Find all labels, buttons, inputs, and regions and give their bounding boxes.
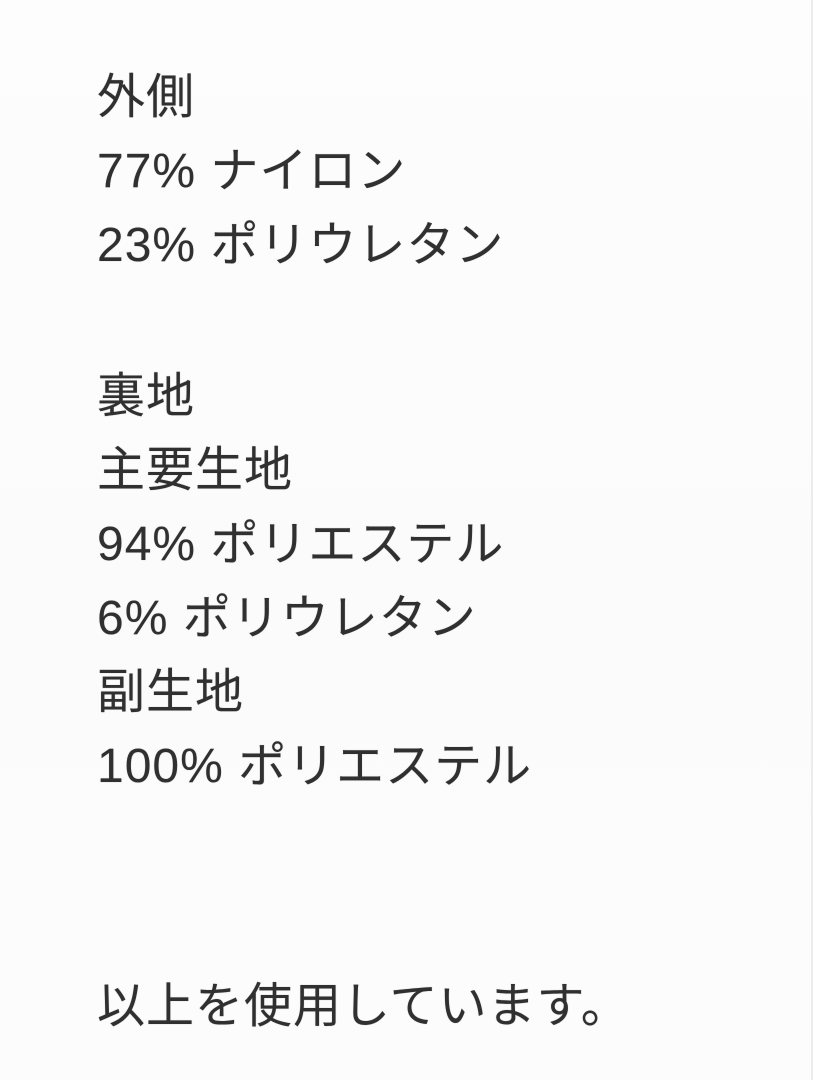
outer-shell-section: 外側 77% ナイロン 23% ポリウレタン (97, 61, 781, 283)
lining-section: 裏地 主要生地 94% ポリエステル 6% ポリウレタン 副生地 100% ポリ… (97, 360, 781, 804)
lining-sub-fabric-heading: 副生地 (97, 666, 245, 719)
outer-material-line: 23% ポリウレタン (97, 219, 505, 272)
lining-main-material-line: 6% ポリウレタン (97, 592, 477, 645)
closing-note: 以上を使用しています。 (97, 980, 630, 1033)
lining-sub-material-line: 100% ポリエステル (97, 740, 533, 793)
outer-material-line: 77% ナイロン (97, 145, 407, 198)
lining-heading: 裏地 (97, 370, 196, 423)
lining-main-fabric-heading: 主要生地 (97, 444, 294, 497)
outer-shell-heading: 外側 (97, 71, 196, 124)
lining-main-material-line: 94% ポリエステル (97, 518, 505, 571)
